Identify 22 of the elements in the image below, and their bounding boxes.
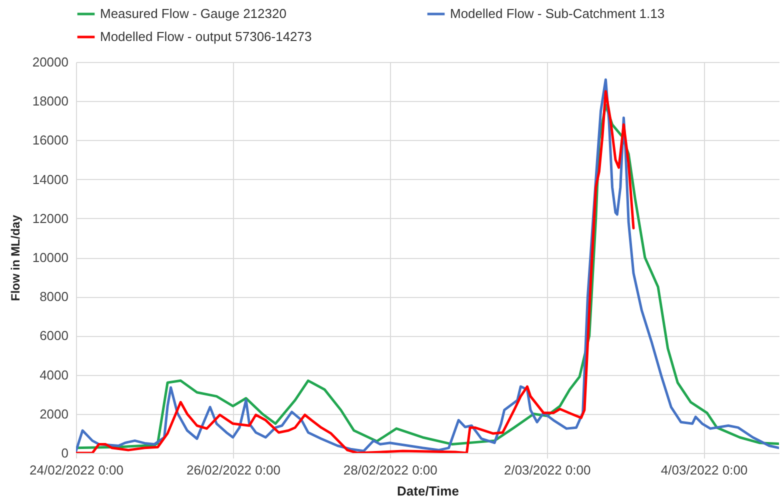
x-tick-label: 24/02/2022 0:00 [30, 462, 124, 478]
y-tick-label: 6000 [40, 328, 68, 344]
y-tick-label: 20000 [32, 54, 68, 70]
y-tick-label: 10000 [32, 250, 68, 265]
y-tick-label: 12000 [32, 210, 68, 226]
x-tick-label: 2/03/2022 0:00 [504, 462, 591, 478]
x-tick-label: 4/03/2022 0:00 [660, 462, 748, 478]
y-tick-label: 0 [61, 446, 68, 460]
x-axis-title: Date/Time [397, 484, 459, 498]
y-tick-label: 4000 [40, 367, 68, 382]
legend-label: Modelled Flow - Sub-Catchment 1.13 [450, 6, 665, 21]
y-tick-label: 8000 [40, 289, 68, 304]
x-tick-label: 26/02/2022 0:00 [186, 462, 280, 478]
line-series [76, 90, 635, 453]
legend-label: Modelled Flow - output 57306-14273 [100, 29, 312, 44]
legend-label: Measured Flow - Gauge 212320 [100, 6, 286, 21]
y-tick-label: 14000 [32, 172, 68, 187]
y-tick-label: 2000 [40, 406, 68, 422]
y-axis-title: Flow in ML/day [8, 214, 22, 301]
x-tick-label: 28/02/2022 0:00 [343, 462, 438, 478]
y-tick-label: 16000 [32, 132, 68, 148]
y-tick-label: 18000 [32, 94, 68, 109]
